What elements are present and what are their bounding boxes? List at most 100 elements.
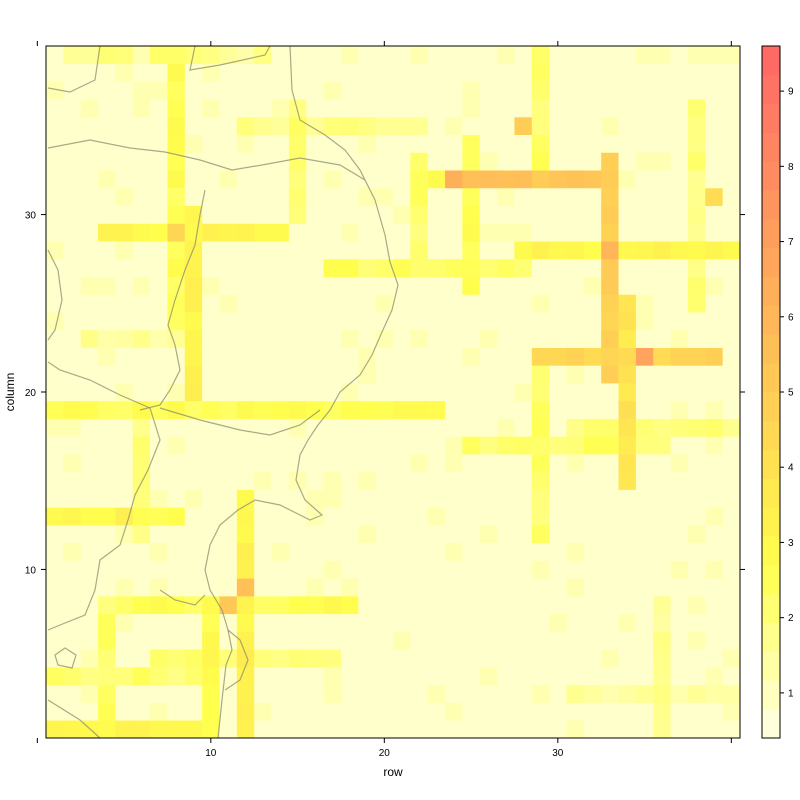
heatmap-cell: [445, 720, 463, 739]
heatmap-cell: [531, 152, 550, 171]
heatmap-cell: [375, 383, 394, 402]
heatmap-cell: [340, 63, 359, 82]
heatmap-cell: [653, 134, 671, 153]
heatmap-cell: [63, 436, 81, 455]
colorbar-tick-label: 4: [788, 463, 794, 474]
heatmap-cell: [514, 596, 533, 615]
heatmap-cell: [410, 596, 428, 615]
heatmap-cell: [427, 542, 446, 561]
heatmap-cell: [80, 702, 99, 721]
heatmap-cell: [202, 702, 220, 721]
heatmap-cell: [393, 684, 411, 703]
heatmap-cell: [462, 631, 481, 650]
heatmap-cell: [670, 383, 689, 402]
heatmap-cell: [445, 560, 463, 579]
heatmap-cell: [340, 667, 359, 686]
heatmap-cell: [497, 187, 515, 206]
heatmap-cell: [323, 667, 342, 686]
heatmap-cell: [132, 312, 151, 331]
heatmap-cell: [479, 720, 498, 739]
heatmap-cell: [479, 241, 498, 260]
heatmap-cell: [271, 365, 290, 384]
heatmap-cell: [479, 170, 498, 189]
heatmap-cell: [254, 276, 272, 295]
heatmap-cell: [635, 170, 654, 189]
heatmap-cell: [531, 329, 550, 348]
heatmap-cell: [583, 205, 602, 224]
heatmap-cell: [479, 507, 498, 526]
heatmap-cell: [202, 347, 220, 366]
heatmap-cell: [340, 365, 359, 384]
heatmap-cell: [202, 400, 220, 419]
heatmap-cell: [393, 667, 411, 686]
heatmap-cell: [150, 329, 168, 348]
heatmap-cell: [340, 507, 359, 526]
heatmap-cell: [184, 170, 203, 189]
heatmap-cell: [375, 596, 394, 615]
heatmap-cell: [254, 99, 272, 118]
heatmap-cell: [236, 241, 255, 260]
heatmap-cell: [583, 578, 602, 597]
heatmap-cell: [115, 542, 134, 561]
heatmap-cell: [98, 205, 116, 224]
heatmap-cell: [375, 542, 394, 561]
heatmap-cell: [566, 276, 585, 295]
heatmap-cell: [80, 613, 99, 632]
heatmap-cell: [167, 134, 186, 153]
heatmap-cell: [722, 116, 741, 136]
heatmap-cell: [288, 596, 307, 615]
heatmap-cell: [184, 578, 203, 597]
heatmap-cell: [445, 525, 463, 544]
heatmap-cell: [375, 418, 394, 437]
heatmap-cell: [497, 347, 515, 366]
heatmap-cell: [566, 223, 585, 242]
heatmap-cell: [687, 418, 706, 437]
heatmap-cell: [150, 560, 168, 579]
heatmap-cell: [635, 578, 654, 597]
heatmap-cell: [462, 81, 481, 100]
heatmap-cell: [219, 134, 238, 153]
heatmap-cell: [635, 152, 654, 171]
heatmap-cell: [722, 152, 741, 171]
heatmap-cell: [566, 525, 585, 544]
heatmap-cell: [549, 454, 567, 473]
heatmap-cell: [132, 596, 151, 615]
heatmap-cell: [618, 258, 637, 277]
heatmap-cell: [63, 471, 81, 490]
heatmap-cell: [705, 134, 723, 153]
heatmap-cell: [531, 596, 550, 615]
heatmap-cell: [219, 542, 238, 561]
heatmap-cell: [445, 631, 463, 650]
heatmap-cell: [566, 560, 585, 579]
heatmap-cell: [722, 400, 741, 419]
heatmap-cell: [687, 99, 706, 118]
heatmap-cell: [549, 418, 567, 437]
heatmap-cell: [531, 99, 550, 118]
heatmap-cell: [618, 63, 637, 82]
heatmap-cell: [167, 436, 186, 455]
heatmap-cell: [583, 720, 602, 739]
heatmap-cell: [670, 63, 689, 82]
heatmap-cell: [340, 560, 359, 579]
heatmap-cell: [132, 525, 151, 544]
heatmap-cell: [202, 507, 220, 526]
heatmap-cell: [46, 702, 64, 721]
heatmap-cell: [184, 471, 203, 490]
heatmap-cell: [514, 276, 533, 295]
heatmap-cell: [583, 365, 602, 384]
heatmap-cell: [462, 542, 481, 561]
heatmap-cell: [271, 63, 290, 82]
heatmap-cell: [306, 258, 324, 277]
heatmap-cell: [479, 596, 498, 615]
heatmap-cell: [601, 294, 619, 313]
heatmap-cell: [98, 507, 116, 526]
heatmap-cell: [549, 436, 567, 455]
heatmap-cell: [288, 187, 307, 206]
heatmap-cell: [254, 631, 272, 650]
colorbar-swatch: [762, 680, 780, 710]
heatmap-cell: [410, 454, 428, 473]
heatmap-cell: [635, 241, 654, 260]
heatmap-cell: [98, 241, 116, 260]
heatmap-cell: [687, 578, 706, 597]
